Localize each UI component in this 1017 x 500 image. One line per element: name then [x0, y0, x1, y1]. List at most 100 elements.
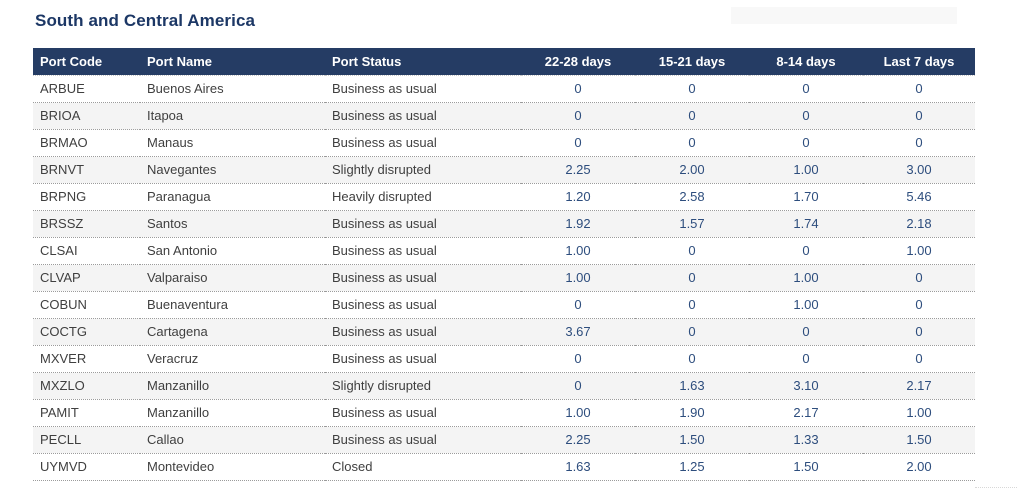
value-cell[interactable]: 1.25 [635, 453, 749, 481]
port-status-cell[interactable]: Business as usual [325, 264, 521, 292]
value-cell[interactable]: 0 [863, 318, 975, 346]
value-cell[interactable]: 2.58 [635, 183, 749, 211]
value-cell[interactable]: 1.20 [521, 183, 635, 211]
value-cell[interactable]: 1.50 [863, 426, 975, 454]
value-cell[interactable]: 0 [635, 102, 749, 130]
port-name-cell[interactable]: Santos [140, 210, 325, 238]
value-cell[interactable]: 0 [635, 291, 749, 319]
value-cell[interactable]: 2.25 [521, 426, 635, 454]
value-cell[interactable]: 1.00 [749, 156, 863, 184]
value-cell[interactable]: 0 [521, 74, 635, 103]
table-row[interactable]: ARBUE Buenos Aires Business as usual 0 0 0 0 [33, 74, 975, 103]
value-cell[interactable]: 1.74 [749, 210, 863, 238]
value-cell[interactable]: 0 [863, 345, 975, 373]
value-cell[interactable]: 0 [863, 102, 975, 130]
value-cell[interactable]: 0 [749, 129, 863, 157]
port-status-cell[interactable]: Business as usual [325, 399, 521, 427]
value-cell[interactable]: 2.18 [863, 210, 975, 238]
value-cell[interactable]: 3.10 [749, 372, 863, 400]
port-name-cell[interactable]: San Antonio [140, 237, 325, 265]
table-row[interactable]: CLVAP Valparaiso Business as usual 1.00 0 1.0… [33, 264, 975, 292]
column-header-last-7-days[interactable]: Last 7 days [863, 48, 975, 75]
table-row[interactable]: UYMVD Montevideo Closed 1.63 1.25 1.50 2.00 [33, 453, 975, 481]
value-cell[interactable]: 0 [635, 345, 749, 373]
table-row[interactable]: COBUN Buenaventura Business as usual 0 0 1.00… [33, 291, 975, 319]
value-cell[interactable]: 1.92 [521, 210, 635, 238]
table-row[interactable]: BRIOA Itapoa Business as usual 0 0 0 0 [33, 102, 975, 130]
port-name-cell[interactable]: Callao [140, 426, 325, 454]
port-status-cell[interactable]: Business as usual [325, 74, 521, 103]
port-code-cell[interactable]: CLVAP [33, 264, 140, 292]
port-status-cell[interactable]: Slightly disrupted [325, 372, 521, 400]
port-code-cell[interactable]: PAMIT [33, 399, 140, 427]
port-status-cell[interactable]: Closed [325, 453, 521, 481]
column-header-port-name[interactable]: Port Name [140, 48, 325, 75]
value-cell[interactable]: 0 [635, 237, 749, 265]
column-header-port-status[interactable]: Port Status [325, 48, 521, 75]
value-cell[interactable]: 0 [863, 129, 975, 157]
value-cell[interactable]: 1.57 [635, 210, 749, 238]
port-name-cell[interactable]: Itapoa [140, 102, 325, 130]
port-status-cell[interactable]: Business as usual [325, 237, 521, 265]
port-status-cell[interactable]: Business as usual [325, 318, 521, 346]
value-cell[interactable]: 1.00 [749, 264, 863, 292]
port-code-cell[interactable]: ARBUE [33, 74, 140, 103]
value-cell[interactable]: 1.00 [863, 399, 975, 427]
value-cell[interactable]: 1.00 [863, 237, 975, 265]
column-header-port-code[interactable]: Port Code [33, 48, 140, 75]
table-row[interactable]: BRPNG Paranagua Heavily disrupted 1.20 2.58 1… [33, 183, 975, 211]
value-cell[interactable]: 0 [749, 318, 863, 346]
port-code-cell[interactable]: PECLL [33, 426, 140, 454]
value-cell[interactable]: 1.33 [749, 426, 863, 454]
port-status-cell[interactable]: Business as usual [325, 129, 521, 157]
value-cell[interactable]: 2.17 [863, 372, 975, 400]
port-code-cell[interactable]: BRPNG [33, 183, 140, 211]
value-cell[interactable]: 2.00 [635, 156, 749, 184]
value-cell[interactable]: 0 [863, 264, 975, 292]
table-row[interactable]: MXVER Veracruz Business as usual 0 0 0 0 [33, 345, 975, 373]
column-header-22-28-days[interactable]: 22-28 days [521, 48, 635, 75]
port-code-cell[interactable]: BRMAO [33, 129, 140, 157]
value-cell[interactable]: 0 [863, 291, 975, 319]
table-row[interactable]: CLSAI San Antonio Business as usual 1.00 0 0 1… [33, 237, 975, 265]
value-cell[interactable]: 0 [521, 345, 635, 373]
port-status-cell[interactable]: Heavily disrupted [325, 183, 521, 211]
port-status-cell[interactable]: Business as usual [325, 291, 521, 319]
port-code-cell[interactable]: UYMVD [33, 453, 140, 481]
port-name-cell[interactable]: Veracruz [140, 345, 325, 373]
port-status-cell[interactable]: Business as usual [325, 102, 521, 130]
port-code-cell[interactable]: BRNVT [33, 156, 140, 184]
value-cell[interactable]: 5.46 [863, 183, 975, 211]
port-name-cell[interactable]: Manzanillo [140, 372, 325, 400]
value-cell[interactable]: 0 [749, 74, 863, 103]
value-cell[interactable]: 3.67 [521, 318, 635, 346]
value-cell[interactable]: 1.00 [521, 264, 635, 292]
table-row[interactable]: COCTG Cartagena Business as usual 3.67 0 0 0 [33, 318, 975, 346]
value-cell[interactable]: 0 [749, 237, 863, 265]
port-status-cell[interactable]: Business as usual [325, 210, 521, 238]
port-name-cell[interactable]: Valparaiso [140, 264, 325, 292]
port-code-cell[interactable]: BRIOA [33, 102, 140, 130]
column-header-8-14-days[interactable]: 8-14 days [749, 48, 863, 75]
value-cell[interactable]: 0 [749, 102, 863, 130]
table-row[interactable]: BRMAO Manaus Business as usual 0 0 0 0 [33, 129, 975, 157]
value-cell[interactable]: 1.00 [749, 291, 863, 319]
port-name-cell[interactable]: Navegantes [140, 156, 325, 184]
port-name-cell[interactable]: Manzanillo [140, 399, 325, 427]
value-cell[interactable]: 0 [521, 129, 635, 157]
value-cell[interactable]: 1.90 [635, 399, 749, 427]
port-name-cell[interactable]: Buenaventura [140, 291, 325, 319]
port-code-cell[interactable]: CLSAI [33, 237, 140, 265]
value-cell[interactable]: 0 [635, 129, 749, 157]
value-cell[interactable]: 2.25 [521, 156, 635, 184]
port-name-cell[interactable]: Manaus [140, 129, 325, 157]
value-cell[interactable]: 2.17 [749, 399, 863, 427]
table-row[interactable]: BRSSZ Santos Business as usual 1.92 1.57 1.74… [33, 210, 975, 238]
port-name-cell[interactable]: Buenos Aires [140, 74, 325, 103]
table-row[interactable]: MXZLO Manzanillo Slightly disrupted 0 1.63 3.… [33, 372, 975, 400]
table-row[interactable]: PECLL Callao Business as usual 2.25 1.50 1.33… [33, 426, 975, 454]
value-cell[interactable]: 0 [635, 74, 749, 103]
value-cell[interactable]: 1.63 [635, 372, 749, 400]
port-code-cell[interactable]: MXZLO [33, 372, 140, 400]
value-cell[interactable]: 0 [863, 74, 975, 103]
